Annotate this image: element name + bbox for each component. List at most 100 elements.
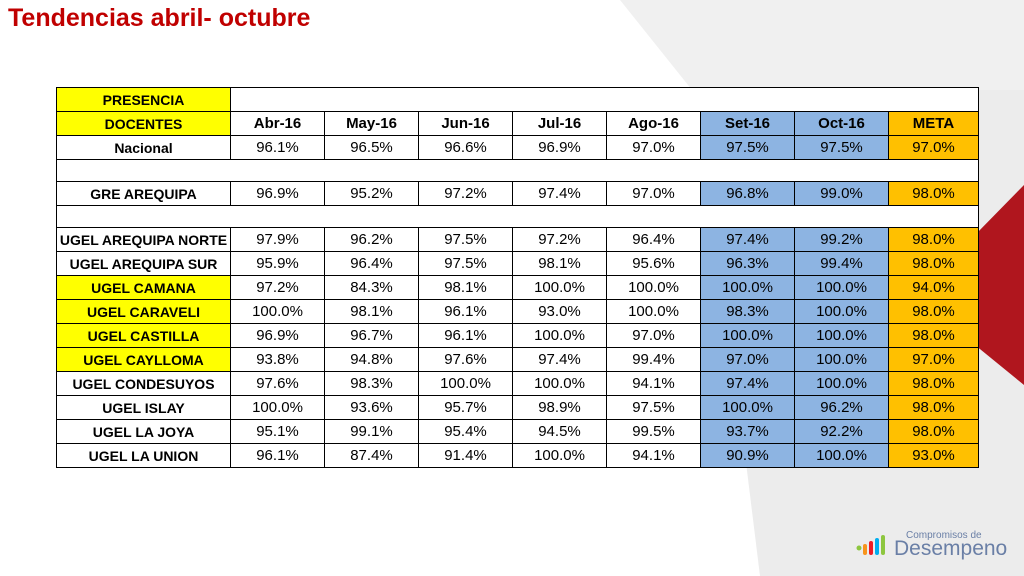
table-row: UGEL AREQUIPA SUR 95.9% 96.4% 97.5% 98.1% 95.… xyxy=(56,251,979,276)
value-cell: 97.6% xyxy=(418,347,513,372)
row-label: UGEL LA JOYA xyxy=(56,419,231,444)
value-cell: 97.5% xyxy=(418,251,513,276)
value-cell: 99.5% xyxy=(606,419,701,444)
value-cell: 97.4% xyxy=(700,371,795,396)
row-label: Nacional xyxy=(56,135,231,160)
value-cell: 93.7% xyxy=(700,419,795,444)
value-cell: 93.0% xyxy=(512,299,607,324)
header-month: Abr-16 xyxy=(230,111,325,136)
logo-small-text: Compromisos de xyxy=(906,530,982,541)
value-cell: 95.6% xyxy=(606,251,701,276)
header-docentes: DOCENTES xyxy=(56,111,231,136)
value-cell: 95.9% xyxy=(230,251,325,276)
table-row: UGEL AREQUIPA NORTE 97.9% 96.2% 97.5% 97.2% 9… xyxy=(56,227,979,252)
row-label: UGEL CAMANA xyxy=(56,275,231,300)
table-row: UGEL CAYLLOMA 93.8% 94.8% 97.6% 97.4% 99.4% 97… xyxy=(56,347,979,372)
value-cell: 93.6% xyxy=(324,395,419,420)
header-month: Oct-16 xyxy=(794,111,889,136)
table-row: UGEL LA JOYA 95.1% 99.1% 95.4% 94.5% 99.5% 93.… xyxy=(56,419,979,444)
value-cell: 96.1% xyxy=(418,323,513,348)
value-cell: 98.1% xyxy=(418,275,513,300)
value-cell: 100.0% xyxy=(794,323,889,348)
row-label: UGEL CAYLLOMA xyxy=(56,347,231,372)
value-cell: 96.2% xyxy=(324,227,419,252)
row-label: UGEL AREQUIPA NORTE xyxy=(56,227,231,252)
value-cell: 95.7% xyxy=(418,395,513,420)
value-cell: 100.0% xyxy=(230,395,325,420)
logo: Compromisos de Desempeno xyxy=(856,527,1008,563)
header-month: Set-16 xyxy=(700,111,795,136)
header-month: Ago-16 xyxy=(606,111,701,136)
value-cell: 99.1% xyxy=(324,419,419,444)
value-cell: 95.1% xyxy=(230,419,325,444)
header-row-1: PRESENCIA xyxy=(56,87,979,112)
header-row-2: DOCENTES Abr-16 May-16 Jun-16 Jul-16 Ago… xyxy=(56,111,979,136)
value-cell: 97.4% xyxy=(700,227,795,252)
value-cell: 94.8% xyxy=(324,347,419,372)
value-cell: 95.2% xyxy=(324,181,419,206)
value-cell: 87.4% xyxy=(324,443,419,468)
value-cell: 96.4% xyxy=(324,251,419,276)
value-cell: 97.4% xyxy=(512,181,607,206)
value-cell: 97.0% xyxy=(606,135,701,160)
value-cell: 98.3% xyxy=(700,299,795,324)
value-cell: 99.0% xyxy=(794,181,889,206)
table-row: GRE AREQUIPA 96.9% 95.2% 97.2% 97.4% 97.0% 96.… xyxy=(56,181,979,206)
value-cell: 97.4% xyxy=(512,347,607,372)
value-cell: 96.1% xyxy=(230,135,325,160)
value-cell: 97.5% xyxy=(418,227,513,252)
spacer-cell xyxy=(56,159,979,182)
header-month: Jul-16 xyxy=(512,111,607,136)
value-cell: 92.2% xyxy=(794,419,889,444)
meta-cell: 98.0% xyxy=(888,181,979,206)
header-meta: META xyxy=(888,111,979,136)
table-row: UGEL CAMANA 97.2% 84.3% 98.1% 100.0% 100.0% 10… xyxy=(56,275,979,300)
value-cell: 97.6% xyxy=(230,371,325,396)
value-cell: 96.7% xyxy=(324,323,419,348)
table-body: Nacional 96.1% 96.5% 96.6% 96.9% 97.0% 97.5% 97… xyxy=(56,135,979,468)
row-label: UGEL CONDESUYOS xyxy=(56,371,231,396)
value-cell: 94.5% xyxy=(512,419,607,444)
row-label: UGEL LA UNION xyxy=(56,443,231,468)
meta-cell: 98.0% xyxy=(888,371,979,396)
value-cell: 97.0% xyxy=(700,347,795,372)
value-cell: 96.8% xyxy=(700,181,795,206)
value-cell: 100.0% xyxy=(794,299,889,324)
value-cell: 96.2% xyxy=(794,395,889,420)
attendance-table: PRESENCIA DOCENTES Abr-16 May-16 Jun-16 … xyxy=(56,87,979,468)
value-cell: 100.0% xyxy=(794,275,889,300)
value-cell: 99.4% xyxy=(606,347,701,372)
value-cell: 96.9% xyxy=(512,135,607,160)
row-label: GRE AREQUIPA xyxy=(56,181,231,206)
value-cell: 100.0% xyxy=(418,371,513,396)
value-cell: 96.1% xyxy=(230,443,325,468)
value-cell: 96.1% xyxy=(418,299,513,324)
value-cell: 100.0% xyxy=(512,323,607,348)
meta-cell: 98.0% xyxy=(888,227,979,252)
value-cell: 100.0% xyxy=(512,371,607,396)
table-row: Nacional 96.1% 96.5% 96.6% 96.9% 97.0% 97.5% 97… xyxy=(56,135,979,160)
value-cell: 97.2% xyxy=(230,275,325,300)
value-cell: 100.0% xyxy=(700,275,795,300)
meta-cell: 93.0% xyxy=(888,443,979,468)
value-cell: 97.2% xyxy=(512,227,607,252)
value-cell: 100.0% xyxy=(606,299,701,324)
value-cell: 96.9% xyxy=(230,323,325,348)
value-cell: 100.0% xyxy=(700,395,795,420)
value-cell: 97.0% xyxy=(606,181,701,206)
value-cell: 96.6% xyxy=(418,135,513,160)
logo-big-text: Desempeno xyxy=(894,537,1008,560)
row-label: UGEL CASTILLA xyxy=(56,323,231,348)
logo-bars-icon xyxy=(856,535,885,555)
row-label: UGEL AREQUIPA SUR xyxy=(56,251,231,276)
table-row: UGEL ISLAY 100.0% 93.6% 95.7% 98.9% 97.5% 100.… xyxy=(56,395,979,420)
value-cell: 100.0% xyxy=(230,299,325,324)
value-cell: 97.0% xyxy=(606,323,701,348)
value-cell: 91.4% xyxy=(418,443,513,468)
table-row: UGEL CONDESUYOS 97.6% 98.3% 100.0% 100.0% 94.… xyxy=(56,371,979,396)
meta-cell: 94.0% xyxy=(888,275,979,300)
value-cell: 99.4% xyxy=(794,251,889,276)
meta-cell: 97.0% xyxy=(888,347,979,372)
row-label: UGEL CARAVELI xyxy=(56,299,231,324)
meta-cell: 97.0% xyxy=(888,135,979,160)
